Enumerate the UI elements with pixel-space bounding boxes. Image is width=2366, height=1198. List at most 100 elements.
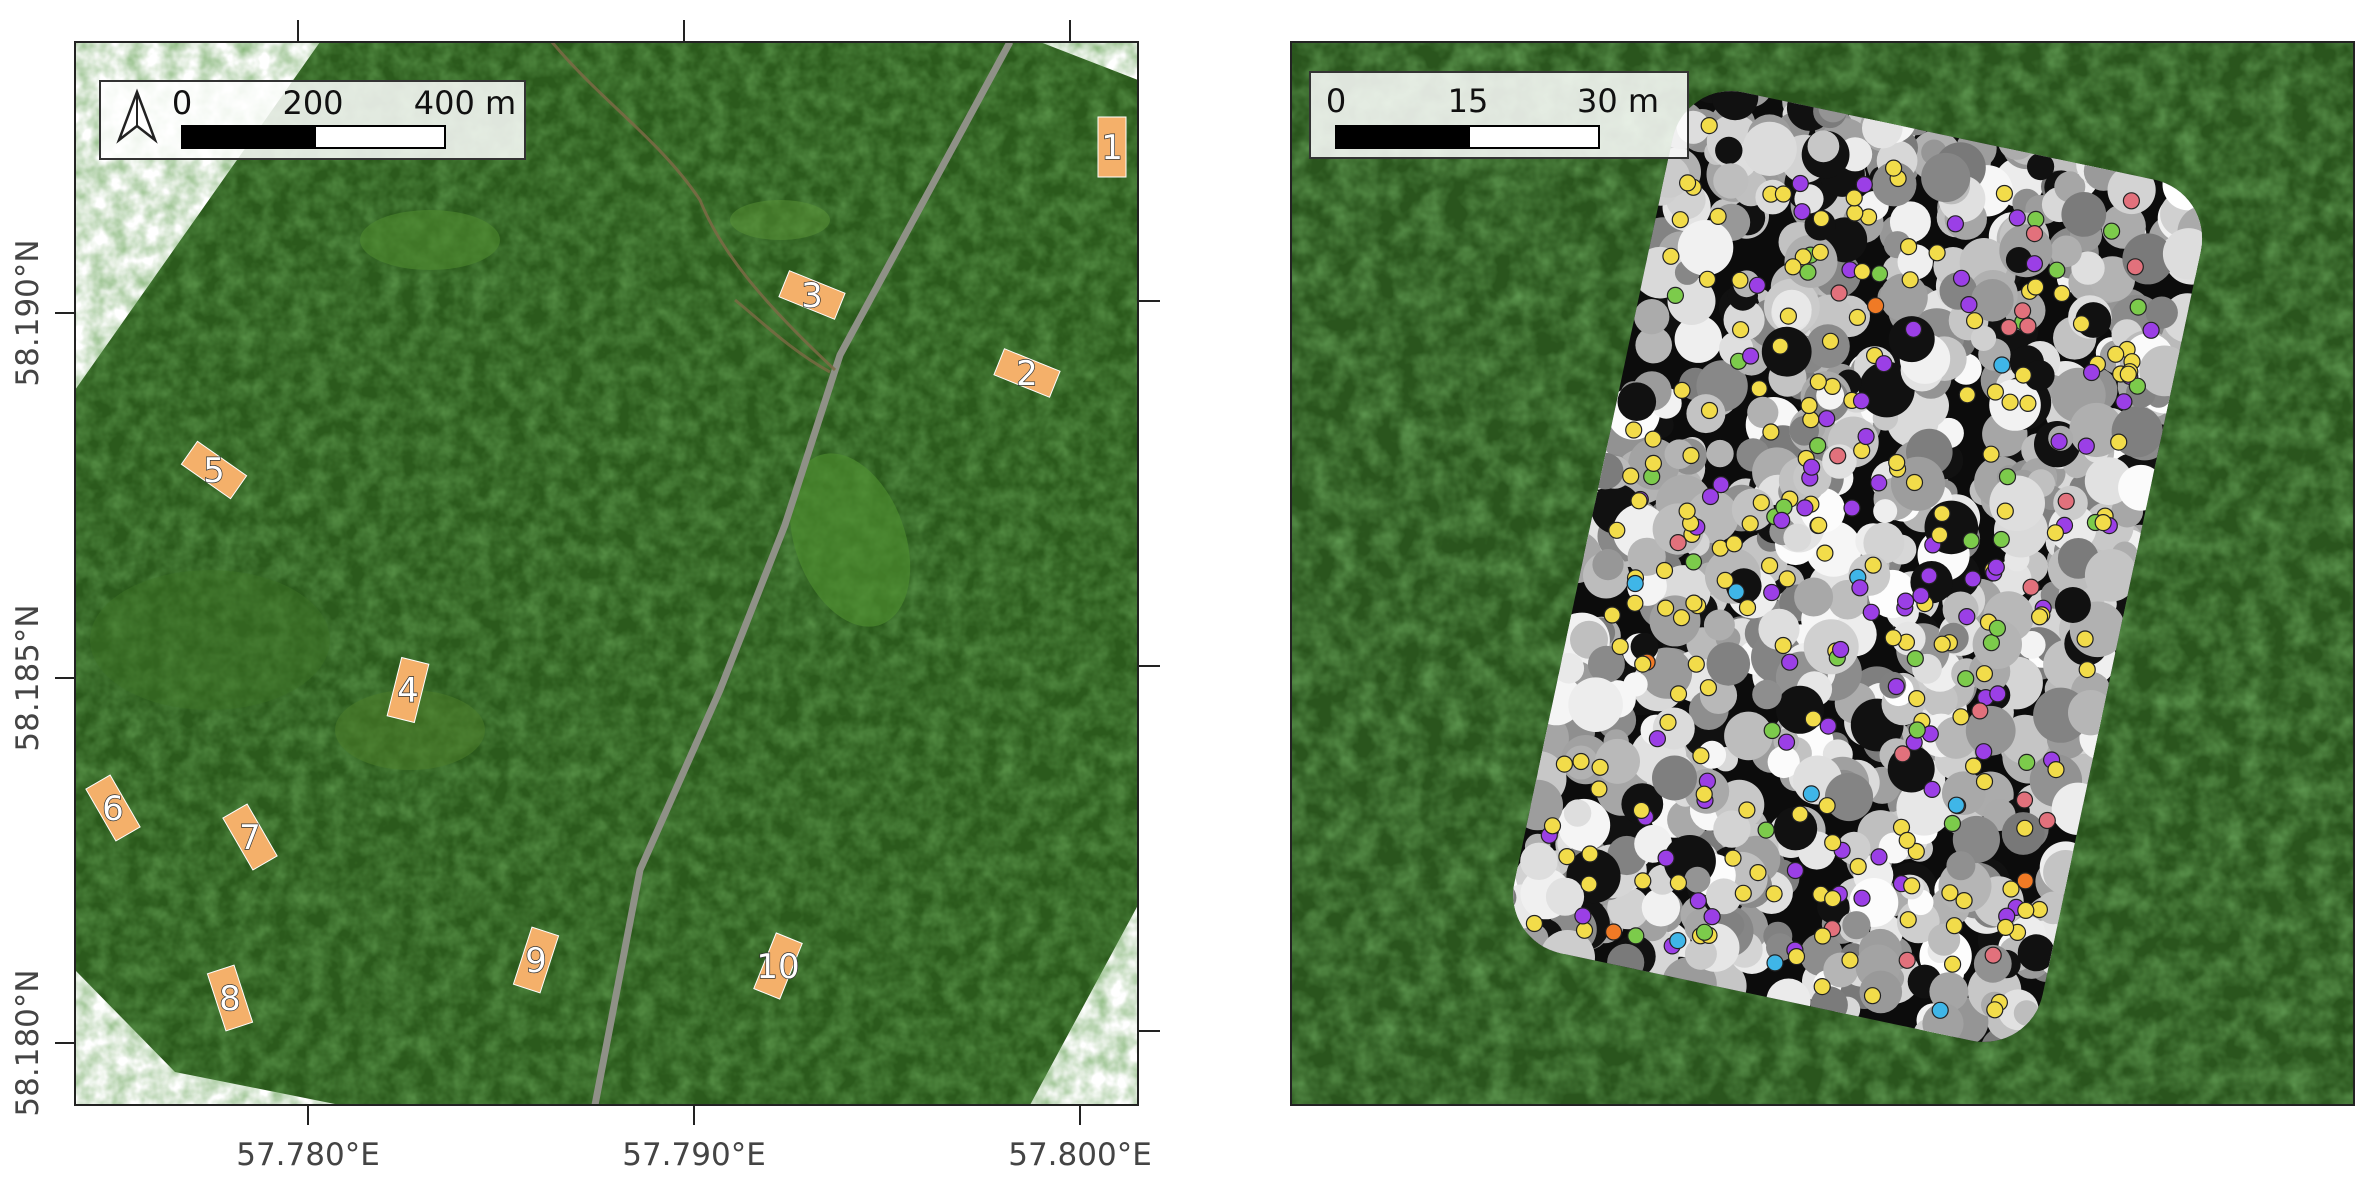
tree-point[interactable] <box>2016 819 2034 837</box>
tree-point[interactable] <box>1818 797 1836 815</box>
tree-point[interactable] <box>2017 901 2035 920</box>
tree-point[interactable] <box>1905 473 1924 492</box>
tree-point[interactable] <box>2016 872 2034 890</box>
tree-point[interactable] <box>2014 366 2032 384</box>
tree-point[interactable] <box>1684 553 1703 571</box>
tree-point[interactable] <box>2107 345 2125 363</box>
tree-point[interactable] <box>1700 401 1719 420</box>
tree-point[interactable] <box>1716 571 1734 590</box>
tree-point[interactable] <box>1870 265 1889 283</box>
tree-point[interactable] <box>1791 174 1809 193</box>
tree-point[interactable] <box>1591 758 1609 776</box>
tree-point[interactable] <box>1898 831 1916 850</box>
tree-point[interactable] <box>1962 532 1980 550</box>
tree-point[interactable] <box>1908 721 1926 739</box>
tree-point[interactable] <box>1907 842 1925 861</box>
tree-point[interactable] <box>2076 630 2094 648</box>
tree-point[interactable] <box>1984 946 2002 964</box>
tree-point[interactable] <box>1771 337 1789 355</box>
tree-point[interactable] <box>1904 320 1923 338</box>
tree-point[interactable] <box>1580 875 1598 893</box>
tree-point[interactable] <box>2019 394 2037 412</box>
tree-point[interactable] <box>1682 446 1700 465</box>
tree-point[interactable] <box>1555 755 1574 773</box>
tree-point[interactable] <box>1993 356 2011 374</box>
tree-point[interactable] <box>1946 215 1965 233</box>
tree-point[interactable] <box>1603 606 1621 624</box>
tree-point[interactable] <box>2000 318 2018 337</box>
tree-point[interactable] <box>1644 430 1662 448</box>
plot-marker[interactable]: 1 <box>1097 116 1127 178</box>
tree-point[interactable] <box>1724 849 1742 867</box>
tree-point[interactable] <box>1888 453 1906 472</box>
tree-point[interactable] <box>1988 619 2007 637</box>
plot-marker[interactable] <box>512 926 560 994</box>
tree-point[interactable] <box>2027 210 2045 228</box>
tree-point[interactable] <box>1812 210 1830 228</box>
tree-point[interactable] <box>1875 355 1893 373</box>
tree-point[interactable] <box>1695 785 1713 803</box>
tree-point[interactable] <box>1998 468 2017 486</box>
plot-marker[interactable] <box>753 932 803 1000</box>
tree-point[interactable] <box>1804 710 1822 728</box>
tree-point[interactable] <box>1655 561 1674 580</box>
tree-point[interactable] <box>1802 411 1820 429</box>
tree-point[interactable] <box>1781 653 1799 671</box>
tree-point[interactable] <box>1700 116 1718 135</box>
tree-point[interactable] <box>1802 458 1821 476</box>
tree-point[interactable] <box>1762 423 1780 441</box>
tree-point[interactable] <box>2119 365 2137 383</box>
tree-point[interactable] <box>1943 955 1962 973</box>
tree-point[interactable] <box>2122 192 2140 210</box>
tree-point[interactable] <box>1784 258 1802 276</box>
tree-point[interactable] <box>2115 393 2133 411</box>
tree-point[interactable] <box>1923 780 1941 799</box>
tree-point[interactable] <box>1903 877 1921 895</box>
tree-point[interactable] <box>1678 502 1696 520</box>
tree-point[interactable] <box>1819 717 1837 735</box>
tree-point[interactable] <box>1669 685 1688 703</box>
tree-point[interactable] <box>1657 849 1675 867</box>
tree-point[interactable] <box>1608 521 1626 539</box>
tree-point[interactable] <box>2046 524 2064 542</box>
tree-point[interactable] <box>1870 474 1888 492</box>
tree-point[interactable] <box>1896 592 1915 610</box>
tree-point[interactable] <box>1996 502 2014 520</box>
tree-point[interactable] <box>1572 752 1590 771</box>
tree-point[interactable] <box>1975 743 1993 761</box>
tree-point[interactable] <box>1774 185 1793 203</box>
tree-point[interactable] <box>2002 880 2020 898</box>
tree-point[interactable] <box>1574 907 1592 925</box>
tree-point[interactable] <box>2103 222 2121 240</box>
tree-point[interactable] <box>1848 308 1867 326</box>
tree-point[interactable] <box>1830 284 1848 302</box>
tree-point[interactable] <box>1809 437 1827 455</box>
tree-point[interactable] <box>1975 772 1994 791</box>
tree-point[interactable] <box>2053 284 2071 303</box>
tree-point[interactable] <box>1626 574 1644 593</box>
tree-point[interactable] <box>1849 857 1867 876</box>
tree-point[interactable] <box>1673 381 1691 399</box>
tree-point[interactable] <box>1800 396 1818 415</box>
tree-point[interactable] <box>2077 437 2095 455</box>
tree-point[interactable] <box>1996 918 2015 937</box>
tree-point[interactable] <box>1626 594 1644 612</box>
tree-point[interactable] <box>1687 655 1705 673</box>
tree-point[interactable] <box>1669 533 1687 552</box>
tree-point[interactable] <box>1689 892 1707 910</box>
tree-point[interactable] <box>1893 745 1912 763</box>
tree-point[interactable] <box>1899 238 1918 256</box>
tree-point[interactable] <box>1590 780 1608 798</box>
tree-point[interactable] <box>2001 393 2019 411</box>
tree-point[interactable] <box>2026 278 2045 296</box>
tree-point[interactable] <box>1662 247 1680 265</box>
tree-point[interactable] <box>1774 636 1792 655</box>
tree-point[interactable] <box>1727 583 1745 601</box>
tree-point[interactable] <box>1941 884 1959 902</box>
tree-point[interactable] <box>1870 848 1888 866</box>
tree-point[interactable] <box>1810 516 1828 534</box>
tree-point[interactable] <box>1898 951 1916 969</box>
tree-point[interactable] <box>2008 209 2026 227</box>
tree-point[interactable] <box>1741 347 1760 365</box>
tree-point[interactable] <box>1964 570 1982 588</box>
